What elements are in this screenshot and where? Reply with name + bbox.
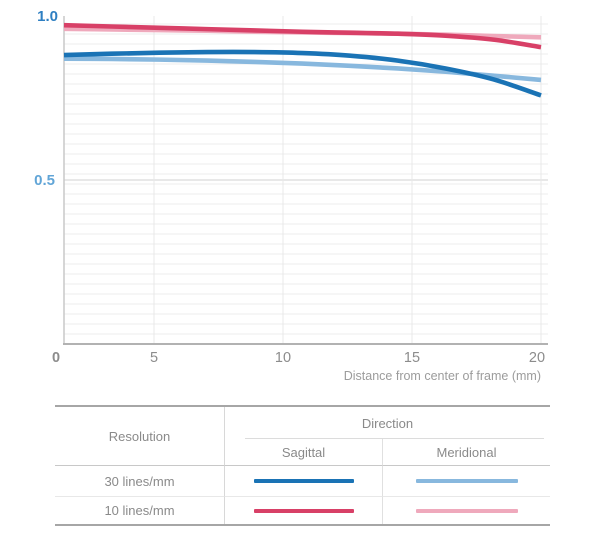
x-tick-5: 5 [150,350,158,366]
swatch-cell [382,466,550,497]
x-tick-20: 20 [529,350,545,366]
swatch-cell [225,497,382,524]
meridional-header: Meridional [382,439,550,466]
y-tick-1.0: 1.0 [37,8,58,25]
resolution-header: Resolution [55,407,225,466]
row-label-10-lines: 10 lines/mm [55,497,225,524]
swatch-cell [382,497,550,524]
curve-30-lines-mm-meridional [63,56,542,83]
legend-table: Resolution Direction Sagittal Meridional… [55,405,550,526]
x-tick-0: 0 [52,350,60,366]
row-label-30-lines: 30 lines/mm [55,466,225,497]
x-tick-15: 15 [404,350,420,366]
y-tick-0.5: 0.5 [34,172,55,189]
mtf-chart: 0 5 10 15 20 1.0 0.5 Distance from center of fr… [34,8,548,383]
meridional-10-swatch [415,508,518,513]
sagittal-header: Sagittal [225,439,382,466]
swatch-cell [225,466,382,497]
curve-10-lines-mm-sagittal [63,22,542,50]
sagittal-30-swatch [253,479,354,483]
sagittal-10-swatch [253,508,354,513]
x-tick-10: 10 [275,350,291,366]
direction-header: Direction [225,407,550,439]
meridional-30-swatch [415,479,518,483]
curve-30-lines-mm-sagittal [63,49,542,98]
x-axis-title: Distance from center of frame (mm) [344,369,541,383]
